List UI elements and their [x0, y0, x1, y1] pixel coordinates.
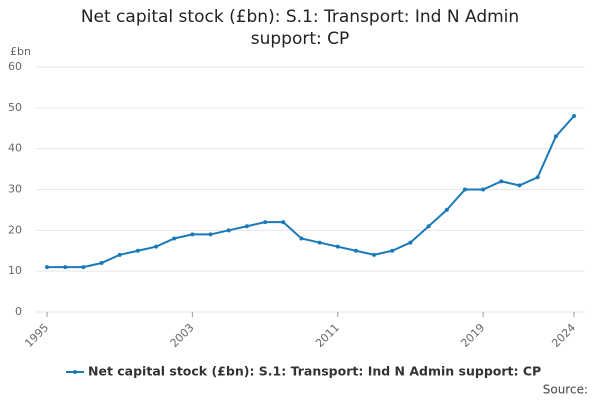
y-tick-label: 10 — [8, 264, 22, 277]
y-tick-label: 40 — [8, 142, 22, 155]
data-point — [117, 252, 122, 257]
legend-swatch-point — [73, 370, 77, 374]
data-point — [499, 179, 504, 184]
data-point — [208, 232, 213, 237]
data-point — [226, 228, 231, 233]
x-tick-label: 2003 — [168, 321, 197, 350]
x-tick-label: 2024 — [549, 321, 578, 350]
data-point — [462, 187, 467, 192]
data-point — [353, 248, 358, 253]
y-tick-label: 50 — [8, 101, 22, 114]
chart-title: Net capital stock (£bn): S.1: Transport:… — [80, 7, 520, 49]
x-tick-label: 2019 — [458, 321, 487, 350]
data-point — [154, 244, 159, 249]
data-point — [426, 224, 431, 229]
data-point — [408, 240, 413, 245]
data-point — [263, 220, 268, 225]
data-point — [481, 187, 486, 192]
data-point — [81, 265, 86, 270]
x-tick-label: 1995 — [22, 321, 51, 350]
data-point — [517, 183, 522, 188]
data-point — [317, 240, 322, 245]
source: Source: — [543, 383, 588, 397]
data-point — [553, 134, 558, 139]
y-tick-label: 20 — [8, 223, 22, 236]
data-point — [99, 261, 104, 265]
data-point — [299, 236, 304, 241]
data-point — [135, 248, 140, 253]
y-tick-label: 0 — [15, 305, 22, 318]
data-point — [444, 207, 449, 212]
y-tick-label: 30 — [8, 183, 22, 196]
legend-label: Net capital stock (£bn): S.1: Transport:… — [88, 364, 541, 379]
data-point — [390, 248, 395, 253]
x-tick-label: 2011 — [313, 321, 342, 350]
series-line — [47, 115, 575, 269]
data-point — [281, 220, 286, 225]
data-point — [335, 244, 340, 249]
data-point — [535, 175, 540, 180]
y-axis-label: £bn — [10, 45, 31, 58]
data-point — [190, 232, 195, 237]
y-tick-label: 60 — [8, 60, 22, 73]
data-point — [172, 236, 177, 241]
data-point — [244, 224, 249, 229]
data-point — [572, 114, 576, 118]
data-point — [63, 265, 68, 270]
data-point — [45, 265, 49, 270]
data-point — [372, 252, 377, 257]
